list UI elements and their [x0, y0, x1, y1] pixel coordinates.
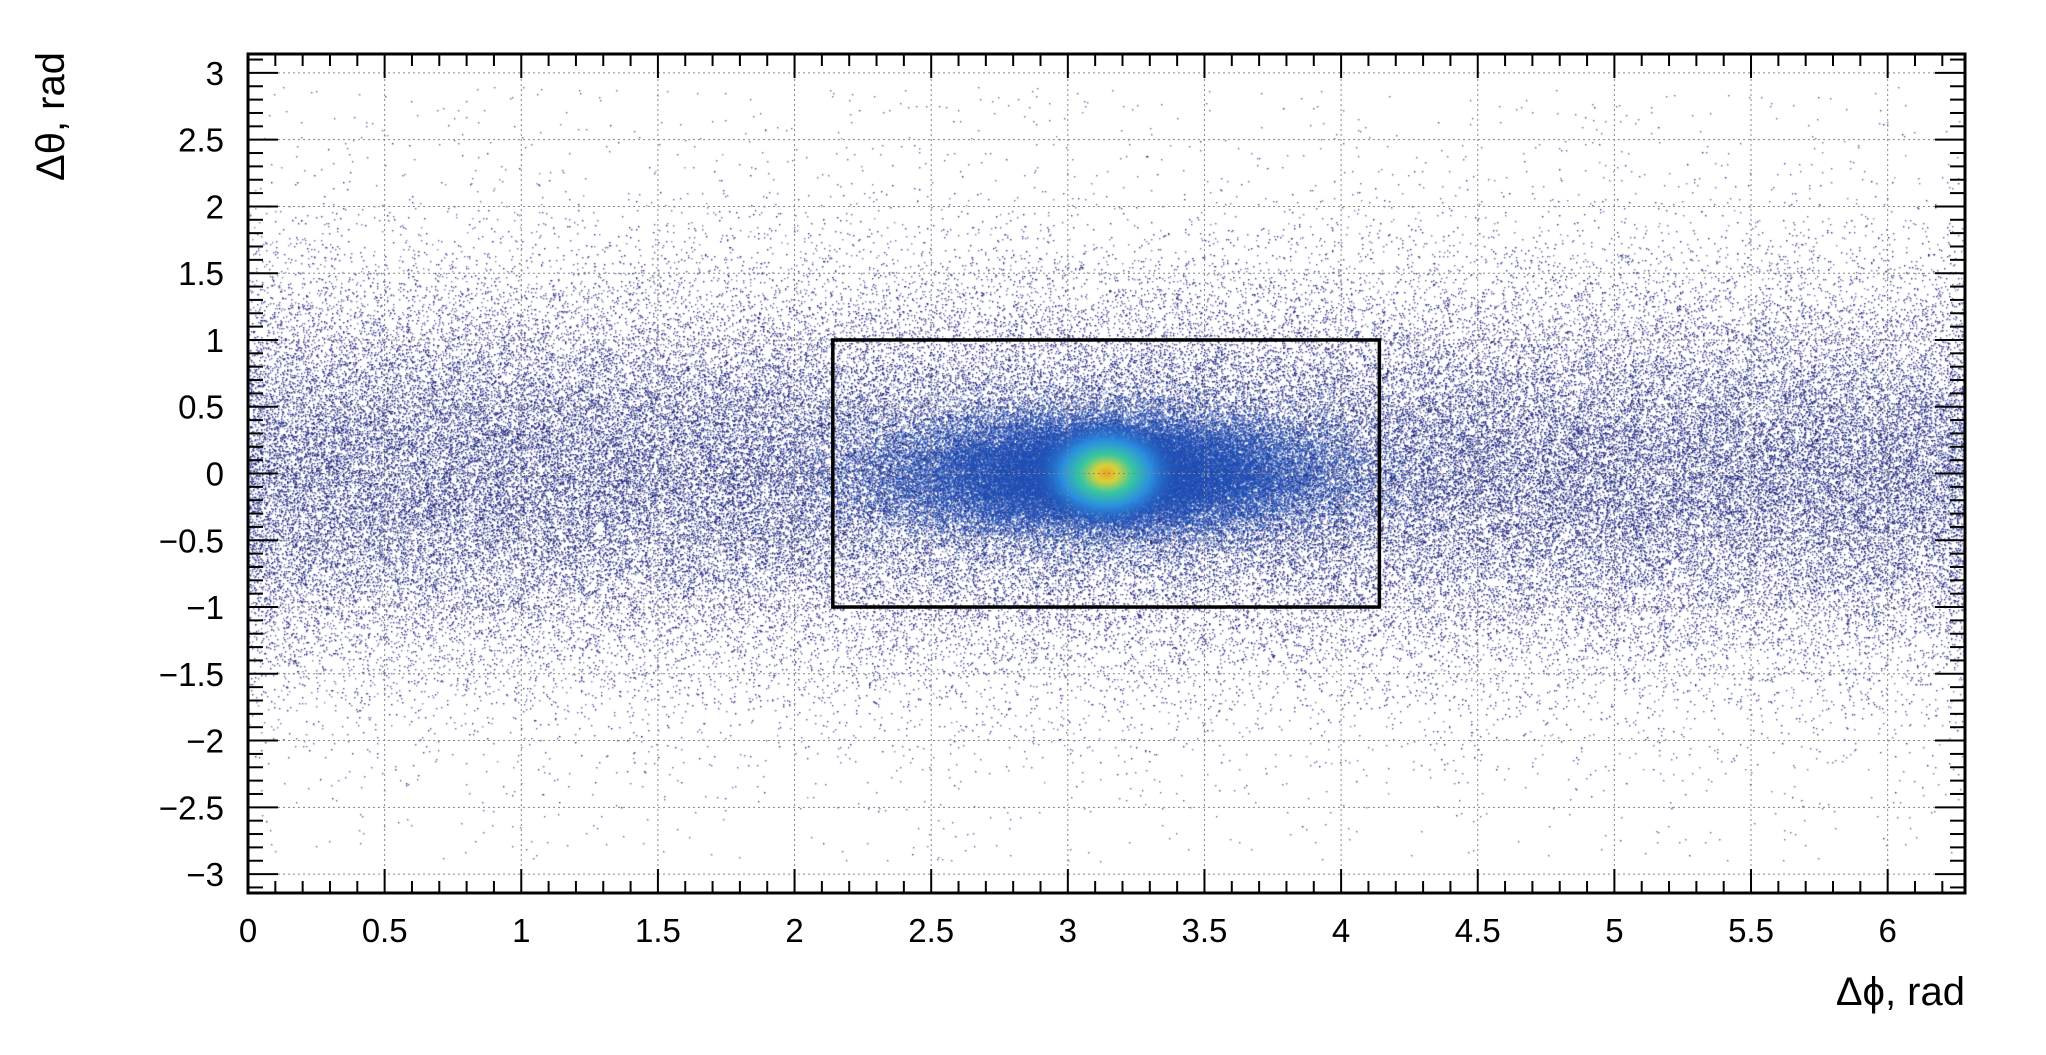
- x-tick-labels: 0 0.5 1 1.5 2 2.5 3 3.5 4 4.5 5 5.5 6: [239, 912, 1897, 949]
- y-tick-label: 0.5: [178, 389, 224, 426]
- x-tick-label: 6: [1878, 912, 1896, 949]
- y-tick-label: 1.5: [178, 255, 224, 292]
- grid-lines: [247, 54, 1965, 893]
- x-axis-title: Δϕ, rad: [1836, 970, 1965, 1014]
- x-tick-label: 2: [785, 912, 803, 949]
- y-tick-label: 1: [206, 322, 224, 359]
- y-tick-label: 2: [206, 188, 224, 225]
- y-tick-label: −1: [186, 589, 224, 626]
- x-tick-label: 4.5: [1455, 912, 1501, 949]
- x-tick-label: 3.5: [1182, 912, 1228, 949]
- y-axis-title: Δθ, rad: [29, 52, 73, 181]
- y-tick-labels: 3 2.5 2 1.5 1 0.5 0 −0.5 −1 −1.5 −2 −2.5 −3: [159, 55, 224, 893]
- y-tick-label: 3: [206, 55, 224, 92]
- y-tick-label: −1.5: [159, 656, 224, 693]
- x-tick-label: 1: [512, 912, 530, 949]
- x-tick-label: 0: [239, 912, 257, 949]
- selection-box: [831, 338, 1382, 609]
- y-tick-label: 0: [206, 456, 224, 493]
- y-tick-label: −2.5: [159, 789, 224, 826]
- y-tick-label: −2: [186, 723, 224, 760]
- y-tick-label: −3: [186, 856, 224, 893]
- plot-frame: [246, 52, 1967, 895]
- x-tick-label: 5.5: [1728, 912, 1774, 949]
- axis-ticks: [247, 54, 1965, 893]
- x-tick-label: 3: [1059, 912, 1077, 949]
- y-tick-label: 2.5: [178, 122, 224, 159]
- x-tick-label: 5: [1605, 912, 1623, 949]
- y-tick-label: −0.5: [159, 522, 224, 559]
- x-tick-label: 1.5: [635, 912, 681, 949]
- x-tick-label: 0.5: [362, 912, 408, 949]
- x-tick-label: 4: [1332, 912, 1350, 949]
- x-tick-label: 2.5: [908, 912, 954, 949]
